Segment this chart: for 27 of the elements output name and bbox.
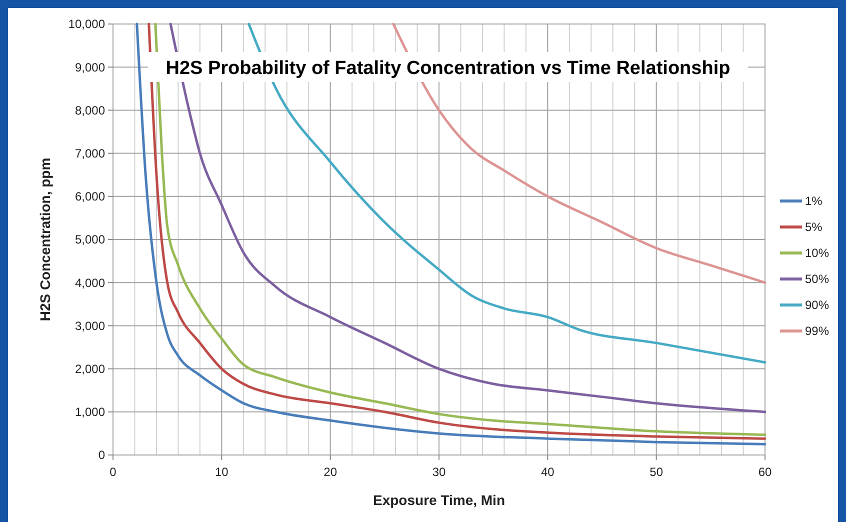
- y-tick-label: 4,000: [74, 276, 106, 290]
- y-axis-title: H2S Concentration, ppm: [37, 158, 53, 322]
- y-tick-label: 3,000: [74, 318, 106, 333]
- x-tick-label: 40: [540, 465, 555, 479]
- x-tick-label: 0: [110, 465, 117, 479]
- legend-label: 5%: [805, 220, 823, 234]
- legend-label: 90%: [805, 298, 830, 312]
- legend-label: 1%: [805, 194, 823, 208]
- y-tick-label: 8,000: [74, 103, 106, 118]
- x-tick-label: 60: [758, 465, 772, 479]
- y-tick-label: 9,000: [74, 60, 106, 74]
- y-tick-label: 6,000: [74, 190, 106, 204]
- legend-label: 99%: [805, 324, 830, 338]
- x-axis-title: Exposure Time, Min: [373, 492, 505, 508]
- x-tick-label: 20: [324, 465, 338, 479]
- y-tick-label: 0: [98, 448, 106, 462]
- x-tick-label: 30: [432, 465, 446, 479]
- legend-label: 50%: [805, 272, 830, 286]
- y-tick-label: 10,000: [68, 17, 106, 32]
- x-tick-label: 50: [650, 465, 664, 479]
- text: H2S Probability of Fatality Concentration vs Time Relationship: [166, 58, 730, 79]
- y-tick-label: 5,000: [74, 232, 106, 247]
- y-tick-label: 1,000: [74, 405, 106, 420]
- y-tick-label: 2,000: [74, 362, 106, 376]
- legend-label: 10%: [805, 246, 830, 260]
- x-tick-label: 10: [214, 465, 229, 479]
- y-tick-label: 7,000: [74, 146, 106, 160]
